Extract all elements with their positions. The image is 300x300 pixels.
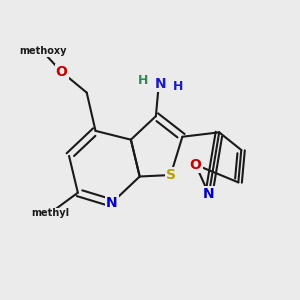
Text: H: H	[137, 74, 148, 87]
Text: S: S	[166, 168, 176, 182]
Text: methoxy: methoxy	[19, 46, 66, 56]
Text: N: N	[154, 77, 166, 91]
Text: H: H	[173, 80, 183, 93]
Text: N: N	[106, 196, 118, 210]
Text: O: O	[56, 65, 68, 79]
Text: N: N	[203, 187, 215, 201]
Text: methyl: methyl	[31, 208, 69, 218]
Text: O: O	[190, 158, 202, 172]
